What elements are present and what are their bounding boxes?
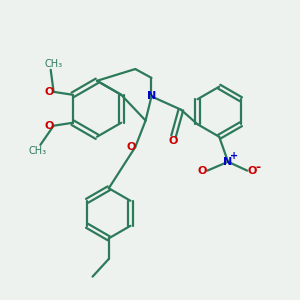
Text: N: N [224,157,233,167]
Text: O: O [45,121,54,131]
Text: O: O [198,166,207,176]
Text: CH₃: CH₃ [45,59,63,70]
Text: O: O [247,166,256,176]
Text: +: + [230,152,238,161]
Text: O: O [127,142,136,152]
Text: O: O [45,87,54,97]
Text: -: - [256,161,261,174]
Text: O: O [169,136,178,146]
Text: CH₃: CH₃ [28,146,46,156]
Text: N: N [147,92,156,101]
